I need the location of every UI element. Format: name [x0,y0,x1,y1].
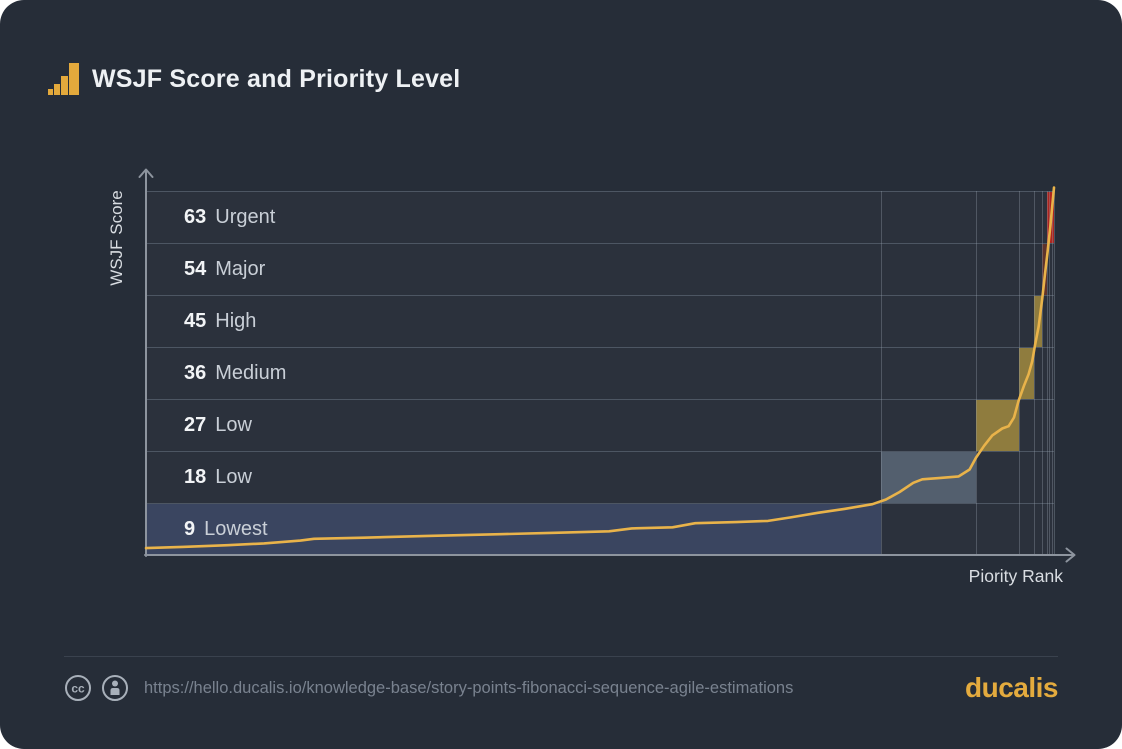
band-separator [146,503,1054,504]
svg-text:cc: cc [71,682,85,696]
band-row [146,295,1054,347]
attribution-icon[interactable] [101,674,129,702]
band-score: 36 [184,361,207,384]
band-separator [146,191,1054,192]
heat-cell-27 [975,399,1019,451]
band-score: 27 [184,413,207,436]
x-gridline [1034,191,1036,555]
band-row [146,399,1054,451]
heat-cell-18 [881,451,976,503]
brand-logo[interactable]: ducalis [965,672,1058,703]
band-name: Low [215,413,252,436]
band-separator [146,451,1054,452]
x-gridline [1049,191,1051,555]
y-axis-label: WSJF Score [107,190,126,286]
band-label: 18 Low [184,451,252,503]
band-name: Lowest [204,517,268,540]
band-label: 45 High [184,295,256,347]
x-gridline [1046,191,1048,555]
band-label: 63 Urgent [184,191,275,243]
license-icons: cc [64,674,129,702]
header: WSJF Score and Priority Level [48,62,460,96]
heat-cell-45 [1034,295,1043,347]
x-gridline [975,191,977,555]
cc-icon[interactable]: cc [64,674,92,702]
x-gridline [881,191,883,555]
band-separator [146,243,1054,244]
x-gridline [1054,191,1055,555]
band-label: 54 Major [184,243,265,295]
band-name: Major [215,257,266,280]
band-score: 9 [184,517,196,540]
footer-divider [64,656,1058,657]
band-name: Medium [215,361,287,384]
band-score: 54 [184,257,207,280]
band-name: Low [215,465,252,488]
heat-cell-36 [1018,347,1034,399]
band-separator [146,399,1054,400]
band-score: 45 [184,309,207,332]
x-gridline [1018,191,1020,555]
bar-chart-icon [48,63,79,95]
x-axis-label: Piority Rank [968,566,1063,586]
x-gridline [1042,191,1044,555]
footer: cc https://hello.ducalis.io/knowledge-ba… [64,671,1058,705]
band-label: 27 Low [184,399,252,451]
source-url[interactable]: https://hello.ducalis.io/knowledge-base/… [144,678,794,697]
band-score: 63 [184,205,207,228]
band-score: 18 [184,465,207,488]
band-label: 9 Lowest [184,503,268,555]
band-row [146,243,1054,295]
band-name: Urgent [215,205,276,228]
band-separator [146,295,1054,296]
band-label: 36 Medium [184,347,286,399]
band-name: High [215,309,257,332]
page-title: WSJF Score and Priority Level [92,64,461,93]
band-row [146,191,1054,243]
